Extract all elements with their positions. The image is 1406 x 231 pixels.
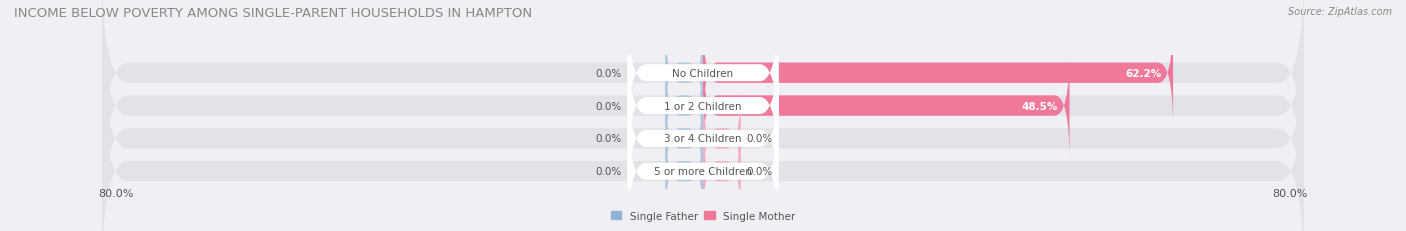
FancyBboxPatch shape — [627, 0, 779, 147]
FancyBboxPatch shape — [703, 51, 1070, 161]
Legend: Single Father, Single Mother: Single Father, Single Mother — [610, 211, 796, 221]
Text: 0.0%: 0.0% — [595, 101, 621, 111]
FancyBboxPatch shape — [627, 33, 779, 179]
FancyBboxPatch shape — [665, 116, 703, 227]
FancyBboxPatch shape — [703, 18, 1173, 129]
Text: INCOME BELOW POVERTY AMONG SINGLE-PARENT HOUSEHOLDS IN HAMPTON: INCOME BELOW POVERTY AMONG SINGLE-PARENT… — [14, 7, 533, 20]
Text: 0.0%: 0.0% — [595, 134, 621, 144]
Text: 0.0%: 0.0% — [747, 167, 773, 176]
Text: Source: ZipAtlas.com: Source: ZipAtlas.com — [1288, 7, 1392, 17]
FancyBboxPatch shape — [103, 34, 1303, 231]
Text: 48.5%: 48.5% — [1022, 101, 1059, 111]
Text: 0.0%: 0.0% — [747, 134, 773, 144]
FancyBboxPatch shape — [103, 67, 1303, 231]
FancyBboxPatch shape — [665, 51, 703, 161]
Text: 0.0%: 0.0% — [595, 167, 621, 176]
FancyBboxPatch shape — [665, 18, 703, 129]
Text: 0.0%: 0.0% — [595, 68, 621, 78]
FancyBboxPatch shape — [103, 0, 1303, 178]
Text: 62.2%: 62.2% — [1125, 68, 1161, 78]
FancyBboxPatch shape — [665, 84, 703, 194]
Text: No Children: No Children — [672, 68, 734, 78]
FancyBboxPatch shape — [103, 2, 1303, 210]
Text: 1 or 2 Children: 1 or 2 Children — [664, 101, 742, 111]
FancyBboxPatch shape — [703, 116, 741, 227]
FancyBboxPatch shape — [703, 84, 741, 194]
Text: 3 or 4 Children: 3 or 4 Children — [664, 134, 742, 144]
Text: 80.0%: 80.0% — [98, 188, 134, 198]
Text: 80.0%: 80.0% — [1272, 188, 1308, 198]
FancyBboxPatch shape — [627, 98, 779, 231]
FancyBboxPatch shape — [627, 66, 779, 212]
Text: 5 or more Children: 5 or more Children — [654, 167, 752, 176]
